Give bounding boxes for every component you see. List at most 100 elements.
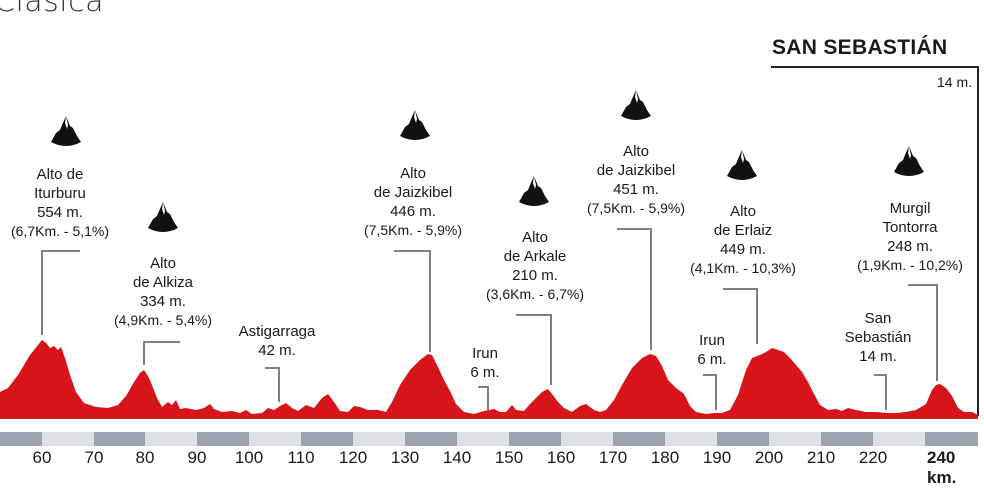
distance-bar-dark: [613, 432, 665, 446]
distance-bar-light: [42, 432, 94, 446]
mountain-icon: [400, 110, 430, 140]
climb-altitude: 334 m.: [140, 293, 186, 310]
mountain-icon: [519, 176, 549, 206]
climb-name: Alto: [623, 143, 649, 160]
leader-erlaiz: [723, 288, 758, 344]
climb-detail: (4,1Km. - 10,3%): [690, 260, 796, 276]
distance-bar-light: [665, 432, 717, 446]
leader-irun-2: [703, 374, 717, 410]
axis-tick-final: 240 km.: [927, 448, 957, 487]
axis-tick: 200: [754, 448, 784, 467]
distance-bar-light: [769, 432, 821, 446]
distance-bar-light: [145, 432, 197, 446]
profile-baseline: [0, 416, 978, 419]
leader-jaizkibel-2: [617, 228, 652, 350]
distance-bar-dark: [197, 432, 249, 446]
waypoint-altitude: 6 m.: [697, 351, 727, 368]
climb-detail: (7,5Km. - 5,9%): [586, 200, 686, 216]
axis-tick: 130: [390, 448, 420, 467]
waypoint-label-astigarraga: Astigarraga 42 m.: [239, 322, 316, 360]
distance-bar-dark: [821, 432, 873, 446]
mountain-icon: [51, 116, 81, 146]
climb-name: Alto: [730, 203, 756, 220]
climb-altitude: 554 m.: [37, 204, 83, 221]
climb-detail: (3,6Km. - 6,7%): [485, 286, 585, 302]
leader-irun-1: [478, 386, 489, 410]
climb-label-iturburu: Alto de Iturburu 554 m. (6,7Km. - 5,1%): [11, 165, 109, 241]
waypoint-label-irun-1: Irun 6 m.: [470, 344, 499, 382]
distance-bar-dark: [94, 432, 145, 446]
profile-area: [0, 340, 978, 418]
waypoint-name: Astigarraga: [238, 323, 316, 340]
climb-label-arkale: Alto de Arkale 210 m. (3,6Km. - 6,7%): [486, 228, 584, 304]
mountain-icon: [148, 202, 178, 232]
race-title: Clásica: [0, 0, 105, 19]
finish-altitude: 14 m.: [936, 74, 972, 90]
climb-name: Iturburu: [34, 185, 86, 202]
climb-label-murgil: Murgil Tontorra 248 m. (1,9Km. - 10,2%): [857, 199, 963, 275]
climb-label-jaizkibel-1: Alto de Jaizkibel 446 m. (7,5Km. - 5,9%): [364, 164, 462, 240]
climb-altitude: 449 m.: [720, 241, 766, 258]
waypoint-name: San Sebastián: [844, 310, 912, 346]
leader-jaizkibel-1: [394, 250, 431, 352]
distance-bar-light: [249, 432, 301, 446]
axis-tick: 60: [32, 448, 52, 467]
distance-bar-dark: [405, 432, 457, 446]
waypoint-name: Irun: [472, 345, 498, 362]
distance-bar-dark: [925, 432, 978, 446]
climb-name: de Arkale: [503, 248, 567, 265]
leader-san-sebastian: [874, 374, 887, 410]
climb-altitude: 446 m.: [390, 203, 436, 220]
distance-bar-dark: [0, 432, 42, 446]
leader-astigarraga: [265, 367, 280, 402]
climb-label-alkiza: Alto de Alkiza 334 m. (4,9Km. - 5,4%): [114, 254, 212, 330]
axis-tick: 80: [135, 448, 155, 467]
climb-name: de Erlaiz: [713, 222, 773, 239]
axis-tick: 90: [187, 448, 207, 467]
axis-tick: 170: [598, 448, 628, 467]
axis-tick: 70: [84, 448, 104, 467]
waypoint-name: Irun: [699, 332, 725, 349]
finish-leader-line: [977, 66, 979, 416]
climb-name: Alto: [400, 165, 426, 182]
climb-name: de Jaizkibel: [596, 162, 676, 179]
distance-bar-light: [873, 432, 925, 446]
axis-tick: 180: [650, 448, 680, 467]
mountain-icon: [894, 146, 924, 176]
axis-tick: 210: [806, 448, 836, 467]
climb-detail: (1,9Km. - 10,2%): [857, 257, 963, 273]
distance-bar-dark: [509, 432, 561, 446]
axis-tick: 140: [442, 448, 472, 467]
climb-name: Alto: [150, 255, 176, 272]
waypoint-altitude: 14 m.: [859, 348, 897, 365]
leader-murgil: [908, 284, 938, 381]
climb-detail: (6,7Km. - 5,1%): [10, 223, 110, 239]
waypoint-altitude: 6 m.: [470, 364, 500, 381]
climb-altitude: 210 m.: [512, 267, 558, 284]
climb-detail: (4,9Km. - 5,4%): [113, 312, 213, 328]
climb-altitude: 451 m.: [613, 181, 659, 198]
climb-label-jaizkibel-2: Alto de Jaizkibel 451 m. (7,5Km. - 5,9%): [587, 142, 685, 218]
mountain-icon: [727, 150, 757, 180]
axis-tick: 160: [546, 448, 576, 467]
climb-detail: (7,5Km. - 5,9%): [363, 222, 463, 238]
finish-city: SAN SEBASTIÁN: [772, 36, 948, 59]
axis-tick: 220: [858, 448, 888, 467]
elevation-profile-chart: [0, 228, 978, 419]
finish-underline: [771, 66, 979, 68]
waypoint-altitude: 42 m.: [258, 342, 296, 359]
waypoint-label-irun-2: Irun 6 m.: [697, 331, 726, 369]
distance-bar-dark: [717, 432, 769, 446]
axis-tick: 100: [234, 448, 264, 467]
climb-name: Tontorra: [882, 219, 938, 236]
distance-bar-light: [457, 432, 509, 446]
climb-name: de Jaizkibel: [373, 184, 453, 201]
distance-bar-light: [353, 432, 405, 446]
leader-arkale: [516, 314, 552, 385]
climb-label-erlaiz: Alto de Erlaiz 449 m. (4,1Km. - 10,3%): [690, 202, 796, 278]
leader-iturburu: [41, 250, 80, 335]
distance-bar-light: [561, 432, 613, 446]
climb-name: de Alkiza: [132, 274, 194, 291]
mountain-icon: [621, 90, 651, 120]
waypoint-label-san-sebastian: San Sebastián 14 m.: [833, 309, 923, 366]
